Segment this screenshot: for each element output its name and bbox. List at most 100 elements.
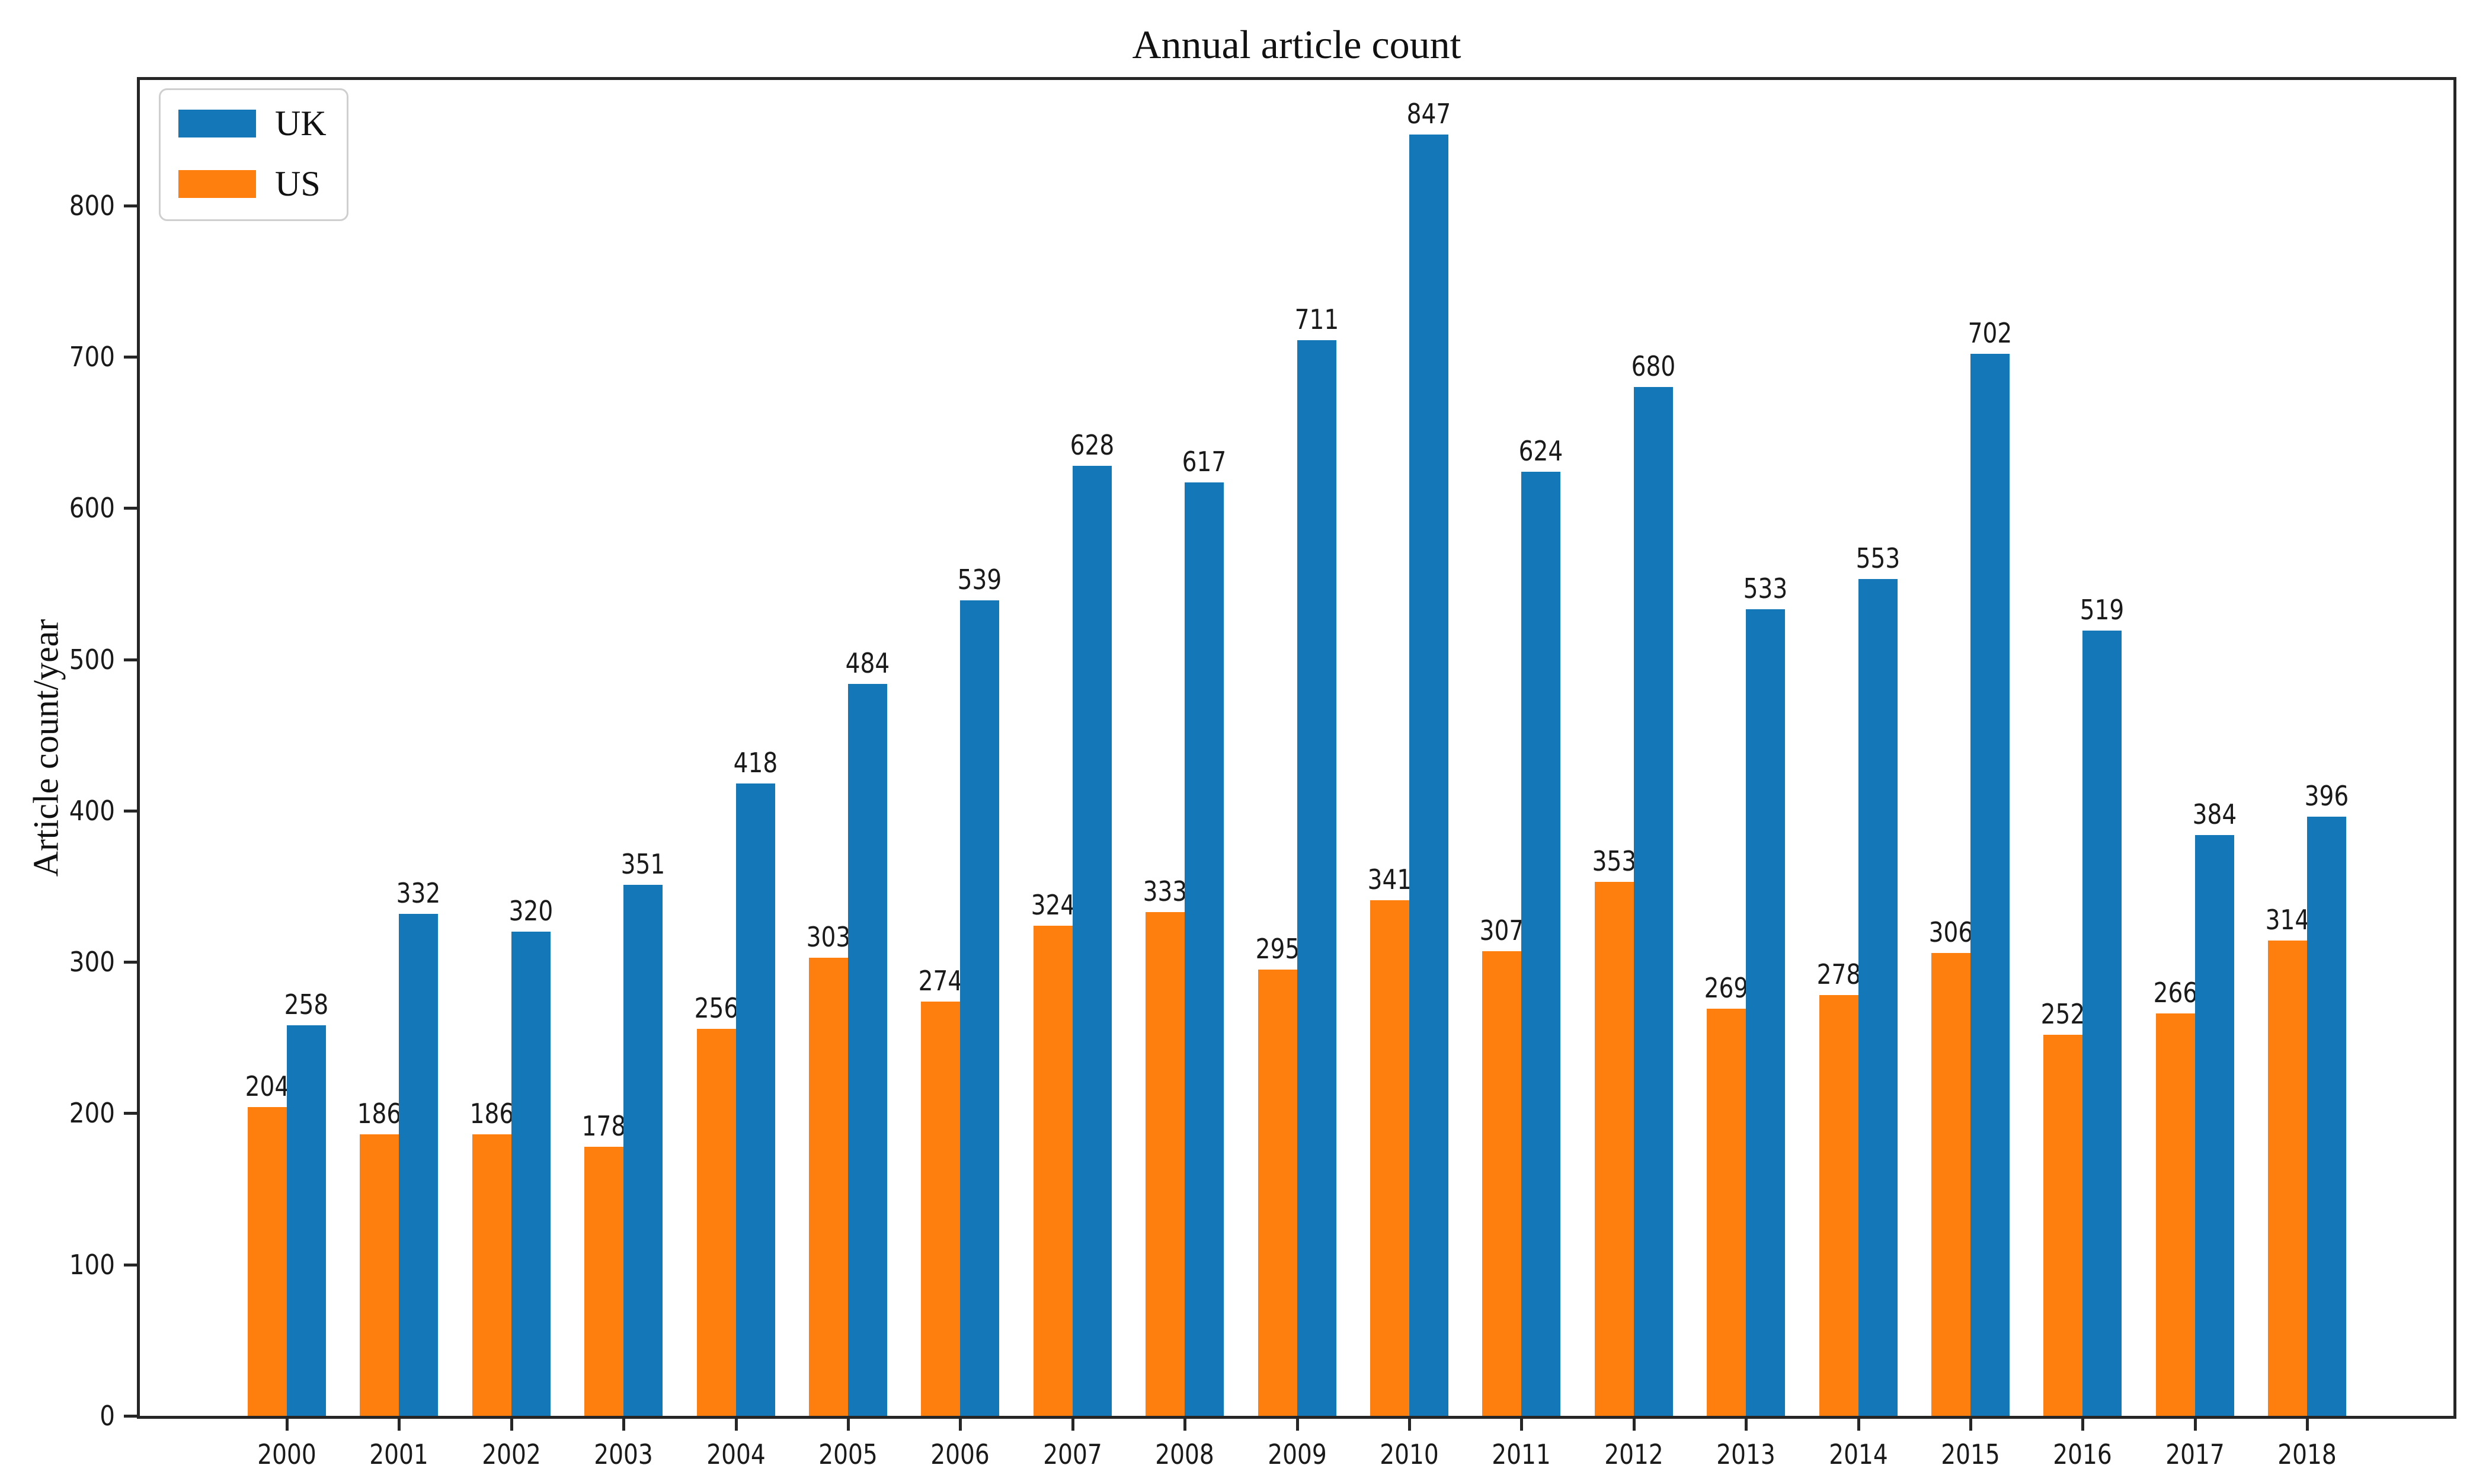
- x-tick-label-2000: 2000: [257, 1438, 316, 1470]
- y-tick-label-100: 100: [69, 1249, 115, 1281]
- bar-value-label-us-2004: 256: [694, 992, 738, 1024]
- x-tick-label-2009: 2009: [1267, 1438, 1327, 1470]
- bar-value-label-uk-2014: 553: [1855, 542, 1900, 574]
- bar-us-2018: [2268, 941, 2308, 1416]
- bar-uk-2005: [848, 684, 887, 1416]
- bar-uk-2010: [1409, 135, 1448, 1416]
- bar-us-2006: [921, 1002, 961, 1416]
- y-tick-600: [124, 507, 137, 510]
- bar-value-label-uk-2006: 539: [958, 564, 1002, 596]
- bar-value-label-us-2001: 186: [357, 1098, 402, 1130]
- bar-us-2005: [809, 958, 848, 1416]
- x-tick-label-2014: 2014: [1828, 1438, 1888, 1470]
- bar-uk-2012: [1633, 387, 1673, 1416]
- bar-value-label-uk-2017: 384: [2192, 798, 2237, 830]
- x-tick-2008: [1183, 1419, 1187, 1431]
- y-tick-label-800: 800: [69, 190, 115, 222]
- bar-uk-2011: [1521, 472, 1561, 1416]
- x-tick-2016: [2081, 1419, 2085, 1431]
- y-tick-800: [124, 204, 137, 207]
- bar-us-2001: [360, 1134, 399, 1416]
- bar-value-label-uk-2008: 617: [1182, 446, 1227, 478]
- bar-value-label-us-2018: 314: [2265, 904, 2310, 936]
- bar-us-2008: [1146, 912, 1185, 1416]
- y-tick-700: [124, 356, 137, 359]
- bar-value-label-us-2007: 324: [1031, 889, 1076, 921]
- bar-value-label-uk-2002: 320: [508, 895, 554, 927]
- bar-uk-2008: [1185, 482, 1224, 1416]
- bar-value-label-us-2014: 278: [1816, 958, 1861, 990]
- x-tick-2018: [2306, 1419, 2309, 1431]
- chart-title: Annual article count: [1132, 22, 1461, 67]
- y-tick-500: [124, 658, 137, 661]
- legend: UK US: [159, 88, 348, 221]
- bar-value-label-us-2011: 307: [1480, 914, 1524, 946]
- x-tick-2001: [398, 1419, 401, 1431]
- bar-us-2010: [1370, 900, 1409, 1416]
- bar-us-2012: [1594, 882, 1634, 1416]
- bar-value-label-uk-2001: 332: [396, 877, 441, 909]
- x-tick-label-2016: 2016: [2053, 1438, 2113, 1470]
- x-tick-label-2003: 2003: [594, 1438, 653, 1470]
- y-tick-label-200: 200: [69, 1097, 115, 1129]
- x-tick-label-2017: 2017: [2165, 1438, 2225, 1470]
- bar-us-2011: [1482, 951, 1522, 1416]
- bar-value-label-uk-2010: 847: [1406, 98, 1451, 130]
- bar-us-2013: [1707, 1009, 1746, 1416]
- bar-uk-2001: [399, 914, 439, 1416]
- x-tick-label-2002: 2002: [482, 1438, 541, 1470]
- bar-value-label-uk-2000: 258: [284, 989, 329, 1021]
- x-tick-label-2004: 2004: [706, 1438, 766, 1470]
- x-tick-2003: [622, 1419, 626, 1431]
- bar-uk-2016: [2082, 631, 2122, 1416]
- bar-us-2017: [2155, 1013, 2195, 1416]
- bar-us-2015: [1931, 953, 1970, 1416]
- x-tick-2007: [1071, 1419, 1074, 1431]
- y-tick-400: [124, 810, 137, 813]
- bar-value-label-uk-2013: 533: [1743, 573, 1788, 605]
- y-tick-100: [124, 1264, 137, 1266]
- x-tick-2005: [847, 1419, 850, 1431]
- bar-value-label-uk-2003: 351: [620, 848, 666, 880]
- bar-us-2000: [248, 1107, 287, 1416]
- bar-us-2003: [584, 1147, 624, 1416]
- plot-area: UK US 204 258 2000 186 332 2001 186 320 2002 178 3…: [69, 77, 2456, 1468]
- y-tick-label-500: 500: [69, 644, 115, 676]
- x-tick-label-2010: 2010: [1380, 1438, 1439, 1470]
- bar-value-label-us-2017: 266: [2153, 977, 2198, 1009]
- x-tick-label-2008: 2008: [1155, 1438, 1214, 1470]
- bar-uk-2013: [1746, 609, 1786, 1416]
- bar-value-label-us-2015: 306: [1928, 916, 1973, 948]
- bar-value-label-us-2012: 353: [1592, 845, 1637, 877]
- bar-uk-2018: [2307, 817, 2347, 1416]
- bar-value-label-uk-2012: 680: [1631, 350, 1676, 382]
- bar-value-label-us-2000: 204: [245, 1070, 290, 1102]
- bar-uk-2004: [735, 783, 775, 1416]
- bar-value-label-us-2005: 303: [806, 921, 851, 953]
- bar-us-2014: [1819, 995, 1858, 1416]
- legend-label-us: US: [275, 164, 321, 203]
- bar-uk-2006: [960, 600, 1000, 1416]
- x-tick-2004: [734, 1419, 738, 1431]
- bar-value-label-uk-2007: 628: [1070, 429, 1115, 461]
- x-tick-2002: [510, 1419, 513, 1431]
- x-tick-2014: [1857, 1419, 1860, 1431]
- bar-value-label-us-2006: 274: [919, 965, 963, 997]
- y-tick-label-0: 0: [100, 1400, 115, 1432]
- x-tick-label-2007: 2007: [1043, 1438, 1102, 1470]
- bar-value-label-us-2013: 269: [1704, 972, 1749, 1004]
- bar-uk-2014: [1858, 579, 1898, 1416]
- y-tick-label-600: 600: [69, 492, 115, 524]
- bar-value-label-us-2003: 178: [581, 1110, 626, 1142]
- legend-label-uk: UK: [275, 104, 327, 143]
- x-tick-label-2013: 2013: [1716, 1438, 1775, 1470]
- y-tick-label-400: 400: [69, 795, 115, 827]
- bar-value-label-uk-2009: 711: [1294, 303, 1339, 335]
- y-tick-0: [124, 1415, 137, 1418]
- x-tick-2012: [1632, 1419, 1636, 1431]
- x-tick-label-2018: 2018: [2277, 1438, 2337, 1470]
- bar-uk-2002: [511, 932, 551, 1416]
- bar-value-label-us-2016: 252: [2041, 998, 2085, 1030]
- x-tick-2013: [1745, 1419, 1748, 1431]
